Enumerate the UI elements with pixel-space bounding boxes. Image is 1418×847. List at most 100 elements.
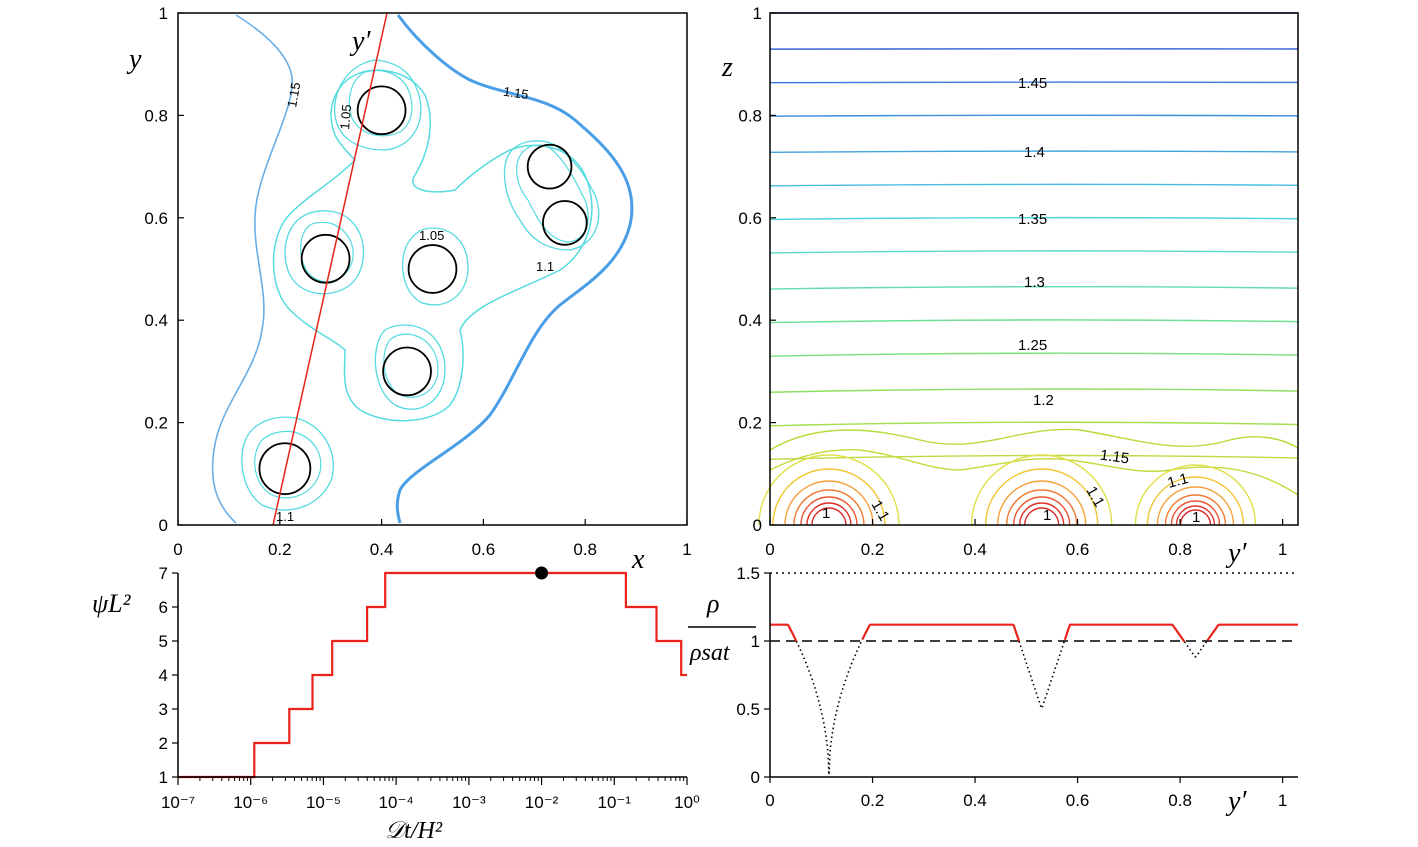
surface-contour-1-3 [784,480,874,526]
x-tick-label: 0.4 [370,540,394,559]
supersaturated-segment-4 [1206,623,1298,642]
surface-contour-3-2 [1146,476,1245,526]
x-tick-label: 0 [173,540,182,559]
surface-contour-1-7 [811,507,847,526]
surface-contour-3-4 [1164,494,1227,526]
bottom-right-series [770,572,1298,775]
y-tick-label: 0.8 [144,106,168,125]
contour-label-3: 1.15 [502,84,529,102]
surface-contour-3-5 [1170,500,1221,526]
wavy-contour-2 [769,448,1299,496]
x-tick-label: 0.6 [472,540,496,559]
contour-cyan-7 [516,144,589,243]
level-label-1.15: 1.15 [1099,447,1130,468]
contour-label-1: 1.15 [284,81,303,109]
x-tick-label: 0.8 [573,540,597,559]
bottom-left-axes: 10⁻⁷ 10⁻⁶ 10⁻⁵ 10⁻⁴ 10⁻³ 10⁻² 10⁻¹ 10⁰ 1 2 3 4 5 6 7 [159,564,701,812]
level-line-0.4 [769,319,1299,324]
undersaturated-segment-3 [1183,640,1209,658]
contour-cyan-12 [348,69,413,137]
contour-label-2: 1.05 [337,104,354,131]
supersaturated-segment-3 [1063,623,1186,643]
x-tick-label: 1 [1278,540,1287,559]
contour-label-4: 1.05 [419,228,444,243]
level-label-1.25: 1.25 [1018,337,1047,354]
contour-cyan-11 [383,333,439,398]
bottom-right-ylabel: ρ ρsat [688,589,756,666]
y-tick-label: 4 [159,666,168,685]
y-tick-label: 0.2 [144,414,168,433]
level-line-0.73 [769,150,1299,154]
x-tick-label: 0 [765,791,774,810]
top-left-xlabel: x [631,544,645,575]
top-left-axes: 0 0.2 0.4 0.6 0.8 1 0 0.2 0.4 0.6 0.8 1 [144,4,691,559]
bottom-left-ylabel: ψL² [92,589,132,618]
contour-cyan-8 [241,416,334,511]
x-tick-label: 10⁻⁷ [161,793,195,812]
ylabel-denominator: ρsat [689,640,731,666]
surface-contour-3-3 [1156,486,1235,526]
y-tick-label: 0.2 [738,414,762,433]
y-tick-label: 0 [753,516,762,535]
surface-contour-2-1 [970,454,1113,526]
level-label-1.1-b: 1.1 [1083,484,1108,511]
surface-contour-2-7 [1023,507,1060,526]
contour-label-5: 1.1 [536,259,554,274]
surface-contour-1-1 [758,454,900,526]
x-tick-label: 1 [1278,791,1287,810]
undersaturated-segment-1 [795,639,864,775]
y-tick-label: 7 [159,564,168,583]
x-tick-label: 0.2 [861,791,885,810]
y-tick-label: 1 [159,4,168,23]
surface-contour-3-7 [1179,509,1212,526]
cylinder-circle-3 [356,85,407,136]
surface-contour-2-2 [984,468,1099,526]
panel-bottom-left: 10⁻⁷ 10⁻⁶ 10⁻⁵ 10⁻⁴ 10⁻³ 10⁻² 10⁻¹ 10⁰ 1 2 3 4 5 6 7 𝒟… [92,564,700,844]
y-tick-label: 1 [751,632,760,651]
top-left-circles [258,85,588,496]
x-tick-label: 0.6 [1066,540,1090,559]
top-right-plot-frame [769,12,1299,526]
y-tick-label: 2 [159,734,168,753]
surface-contour-3-6 [1175,505,1216,526]
y-tick-label: 0.5 [736,700,760,719]
surface-contour-1-4 [793,489,865,526]
level-label-1-a: 1 [822,505,830,522]
top-left-contours [211,14,634,524]
cylinder-circle-1 [258,442,312,496]
y-tick-label: 1 [159,768,168,787]
x-tick-label: 10⁻⁴ [379,793,414,812]
level-line-0.8 [769,114,1299,117]
y-tick-label: 1 [753,4,762,23]
surface-contour-1-2 [772,468,886,526]
x-tick-label: 0.8 [1168,540,1192,559]
cylinder-circle-7 [542,200,588,246]
y-tick-label: 0.6 [738,209,762,228]
level-label-1.4: 1.4 [1024,144,1045,161]
top-left-section-label: y′ [349,26,371,57]
supersaturated-segment-1 [770,623,798,642]
cylinder-circle-5 [407,244,458,294]
y-tick-label: 0.4 [738,311,762,330]
x-tick-label: 10⁻² [525,793,559,812]
level-line-0.865 [769,81,1299,84]
top-left-plot-frame [177,12,688,526]
x-tick-label: 0.4 [963,791,987,810]
level-label-1.3: 1.3 [1024,274,1045,291]
cylinder-circle-4 [382,346,432,397]
staircase-line [178,571,687,779]
section-line-y-prime [272,12,388,526]
y-tick-label: 0.4 [144,311,168,330]
y-tick-label: 0.8 [738,106,762,125]
top-right-contours [758,12,1299,526]
contour-cyan-4 [374,324,446,410]
contour-cyan-1 [272,69,593,422]
x-tick-label: 0.4 [963,540,987,559]
top-right-ylabel: z [721,52,733,83]
level-label-1.2: 1.2 [1033,392,1054,409]
x-tick-label: 0.2 [268,540,292,559]
level-line-0.535 [769,250,1299,254]
x-tick-label: 10⁻¹ [598,793,632,812]
contour-1.15-right [395,14,634,524]
